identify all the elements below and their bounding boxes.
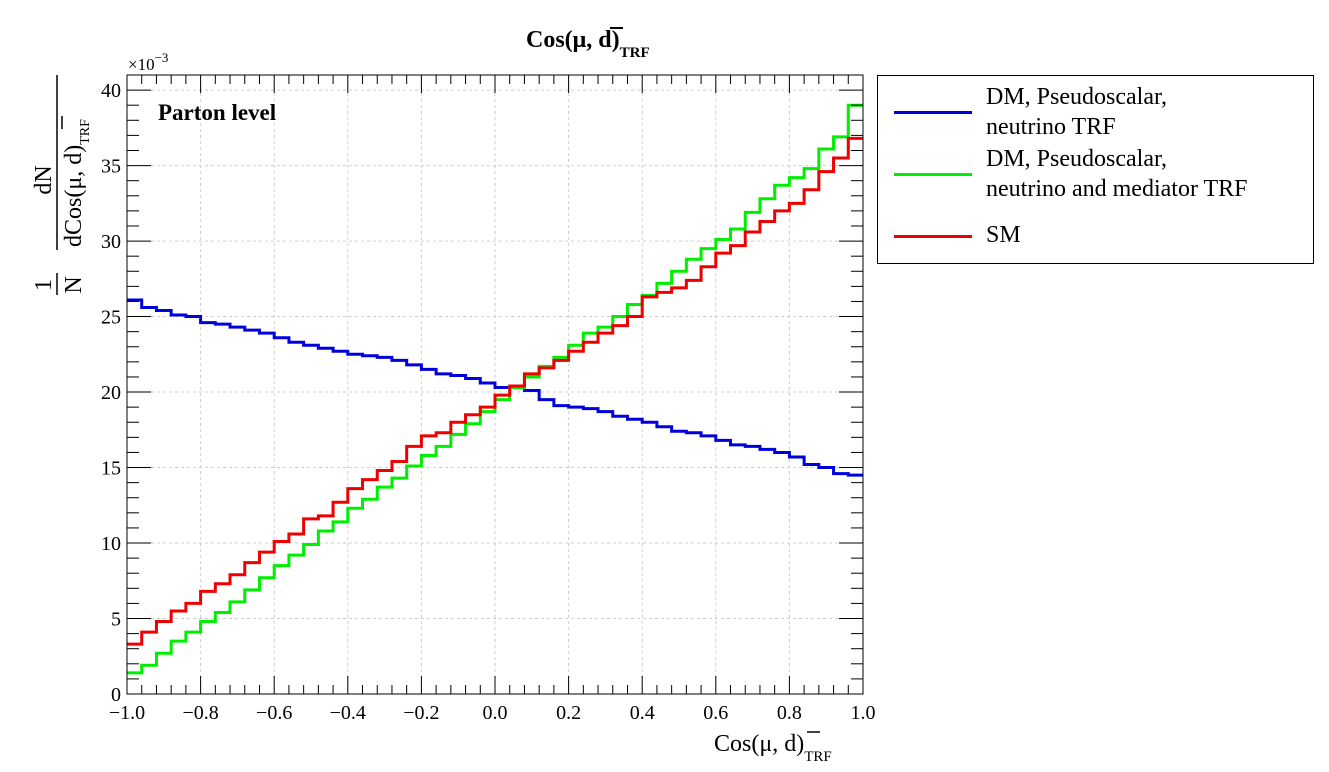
x-tick-label: −1.0: [109, 702, 145, 724]
x-tick-label: 0.4: [630, 702, 655, 724]
legend-label: DM, Pseudoscalar, neutrino and mediator …: [986, 146, 1248, 202]
x-tick-label: 0.8: [777, 702, 802, 724]
y-tick-label: 35: [101, 156, 121, 178]
y-tick-label: 10: [101, 533, 121, 555]
x-tick-label: 1.0: [851, 702, 876, 724]
series-dm-neutrino-trf: [127, 298, 863, 477]
y-tick-label: 40: [101, 80, 121, 102]
x-tick-label: 0.2: [556, 702, 581, 724]
svg-text:N: N: [61, 276, 87, 293]
svg-text:1: 1: [31, 279, 57, 291]
y-tick-label: 20: [101, 382, 121, 404]
legend-swatch-red: [894, 235, 972, 238]
x-tick-label: −0.2: [403, 702, 439, 724]
x-tick-label: −0.8: [182, 702, 218, 724]
x-tick-label: 0.0: [483, 702, 508, 724]
annotation-parton-level: Parton level: [158, 100, 276, 125]
svg-text:dCos(μ, d)TRF: dCos(μ, d)TRF: [61, 119, 93, 247]
x-tick-label: 0.6: [703, 702, 728, 724]
series-sm: [127, 136, 863, 646]
x-tick-label: −0.4: [330, 702, 366, 724]
legend: DM, Pseudoscalar, neutrino TRF DM, Pseud…: [877, 75, 1314, 264]
legend-swatch-green: [894, 173, 972, 176]
y-tick-label: 0: [111, 684, 121, 706]
x-axis-label: Cos(μ, d)TRF: [714, 731, 832, 765]
legend-label: DM, Pseudoscalar, neutrino TRF: [986, 84, 1168, 140]
y-tick-label: 25: [101, 307, 121, 329]
svg-text:dN: dN: [31, 165, 57, 194]
chart-title: Cos(μ, d)TRF: [526, 27, 650, 61]
y-tick-label: 30: [101, 231, 121, 253]
y-axis-label: 1 N dN dCos(μ, d)TRF: [31, 75, 93, 295]
y-multiplier: ×10−3: [128, 50, 168, 74]
y-tick-label: 5: [111, 609, 121, 631]
y-tick-label: 15: [101, 458, 121, 480]
legend-label: SM: [986, 222, 1021, 248]
x-tick-label: −0.6: [256, 702, 292, 724]
legend-swatch-blue: [894, 111, 972, 114]
